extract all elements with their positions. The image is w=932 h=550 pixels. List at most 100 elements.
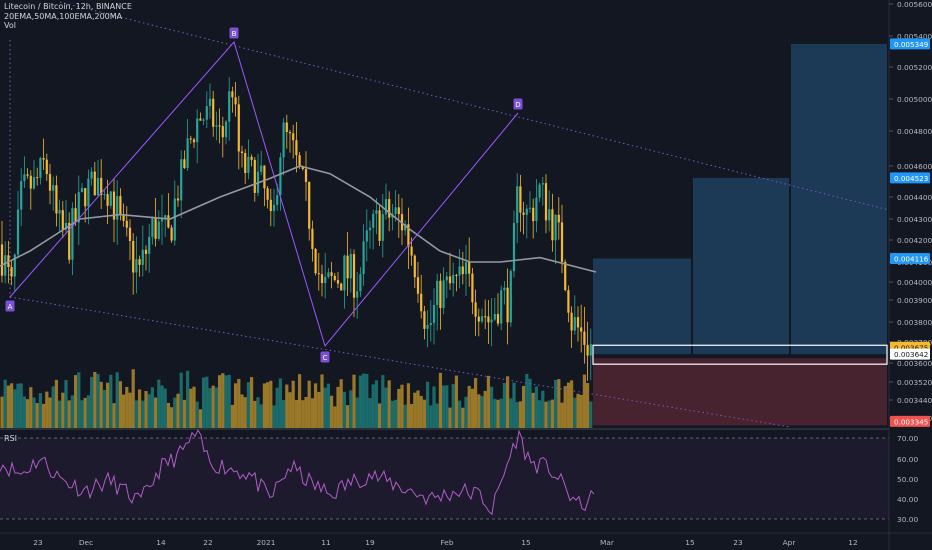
- volume-bar: [83, 397, 87, 428]
- volume-bar: [371, 384, 375, 428]
- candle-body: [208, 98, 212, 107]
- symbol-title[interactable]: Litecoin / Bitcoin, 12h, BINANCE: [4, 2, 132, 11]
- rsi-label[interactable]: RSI: [4, 434, 17, 443]
- candle-body: [551, 209, 554, 241]
- price-tick-label: 0.004300: [897, 215, 932, 224]
- pattern-point-label: D: [515, 101, 520, 109]
- candle-body: [506, 287, 509, 323]
- volume-bar: [534, 386, 538, 428]
- candle-body: [288, 132, 292, 134]
- candle-body: [410, 246, 413, 256]
- time-tick-label: 23: [33, 538, 43, 547]
- time-tick-label: Apr: [783, 538, 797, 547]
- candle-body: [420, 293, 423, 312]
- candle-body: [125, 220, 128, 228]
- candle-body: [116, 196, 119, 220]
- candle-body: [42, 158, 45, 160]
- volume-bar: [291, 380, 295, 428]
- rsi-pane: [0, 429, 889, 520]
- candle-body: [372, 213, 375, 228]
- candle-body: [327, 272, 330, 277]
- volume-bar: [22, 396, 26, 428]
- volume-bar: [246, 382, 250, 428]
- candle-body: [567, 290, 570, 313]
- candle-body: [346, 255, 349, 279]
- candle-body: [554, 214, 557, 241]
- volume-label[interactable]: Vol: [4, 21, 16, 30]
- candle-body: [26, 174, 29, 176]
- candle-body: [52, 185, 55, 191]
- candle-body: [4, 255, 7, 276]
- volume-bar: [413, 392, 417, 428]
- volume-bar: [266, 382, 270, 428]
- volume-bar: [512, 382, 516, 428]
- volume-bar: [387, 380, 391, 428]
- volume-bar: [525, 373, 529, 428]
- volume-bar: [445, 385, 449, 428]
- rsi-tick-label: 60.00: [897, 455, 918, 464]
- candle-body: [55, 185, 58, 214]
- candle-body: [356, 291, 359, 298]
- volume-bar: [3, 379, 7, 428]
- volume-bar: [186, 370, 190, 428]
- candle-body: [192, 139, 196, 143]
- volume-bar: [384, 387, 388, 428]
- volume-bar: [368, 398, 372, 428]
- volume-bar: [589, 401, 593, 428]
- volume-bar: [134, 400, 138, 428]
- volume-bar: [102, 390, 106, 428]
- volume-bar: [115, 372, 119, 428]
- abcd-pattern: A B C D: [5, 27, 523, 363]
- candle-body: [58, 210, 61, 214]
- candle-body: [564, 261, 567, 291]
- volume-bar: [173, 397, 177, 428]
- time-tick-label: Feb: [440, 538, 453, 547]
- chart-legend: Litecoin / Bitcoin, 12h, BINANCE 20EMA,5…: [4, 2, 132, 31]
- volume-bar: [429, 405, 433, 428]
- candle-body: [16, 209, 20, 255]
- candle-body: [535, 197, 538, 222]
- volume-bar: [550, 399, 554, 428]
- pattern-point-label: C: [323, 354, 328, 362]
- rsi-tick-label: 70.00: [897, 434, 918, 443]
- volume-bar: [230, 404, 234, 428]
- candle-body: [573, 317, 576, 331]
- volume-bar: [109, 374, 113, 428]
- candle-body: [464, 262, 468, 275]
- price-tick-label: 0.004600: [897, 162, 932, 171]
- candle-body: [378, 210, 381, 241]
- candle-body: [445, 276, 448, 281]
- candle-body: [519, 186, 522, 213]
- volume-bar: [422, 399, 426, 428]
- candle-body: [170, 227, 173, 241]
- candle-body: [36, 177, 39, 179]
- candle-body: [509, 271, 512, 323]
- candle-body: [157, 221, 160, 239]
- candle-body: [285, 122, 288, 133]
- indicator-list[interactable]: 20EMA,50MA,100EMA,200MA: [4, 11, 123, 21]
- volume-bar: [496, 399, 500, 428]
- candle-body: [548, 209, 551, 221]
- candle-body: [231, 91, 234, 98]
- candle-body: [29, 175, 32, 189]
- candle-body: [343, 255, 346, 291]
- candle-body: [84, 188, 87, 207]
- price-badge: [890, 348, 930, 360]
- volume-bar: [93, 371, 97, 428]
- candle-body: [87, 178, 90, 207]
- volume-bar: [378, 403, 382, 428]
- candle-body: [560, 222, 564, 262]
- volume-bar: [317, 391, 321, 428]
- volume-bar: [86, 395, 90, 428]
- candle-body: [317, 273, 320, 275]
- time-axis: 23 Dec 14 22 2021 11 19 Feb 15 Mar 15 23 Apr 12: [0, 532, 932, 547]
- volume-bar: [131, 369, 135, 428]
- candle-body: [183, 159, 186, 168]
- candle-body: [93, 171, 96, 196]
- volume-bar: [294, 399, 298, 428]
- volume-bar: [99, 381, 103, 428]
- candle-body: [180, 159, 183, 201]
- volume-bar: [554, 379, 558, 428]
- volume-bar: [0, 396, 4, 428]
